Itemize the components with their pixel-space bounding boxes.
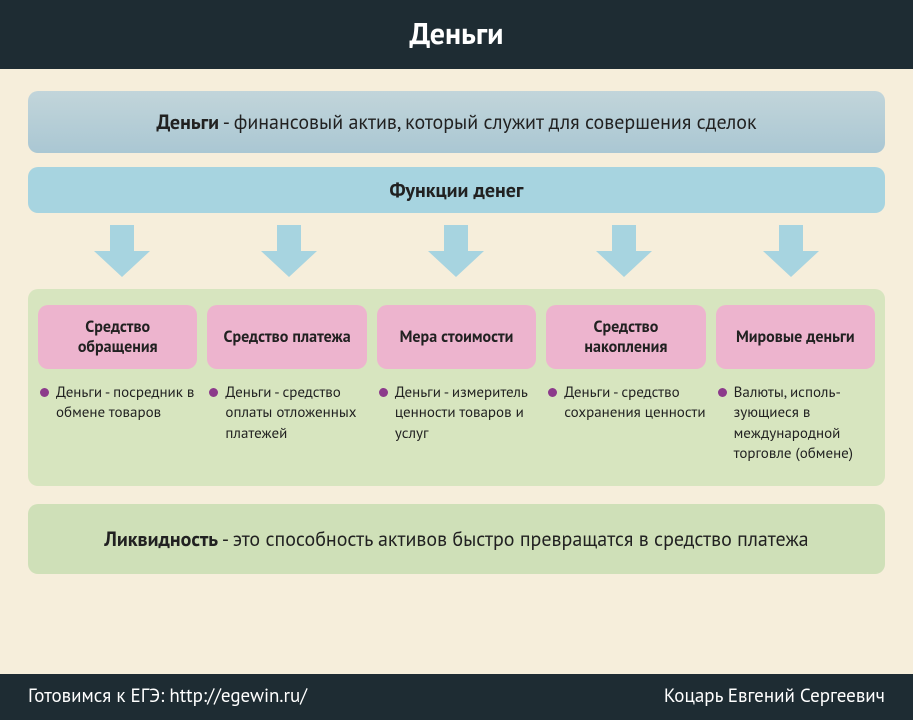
definition-text: - финансовый актив, который служит для с… [219,109,756,135]
down-arrow-icon [94,225,150,277]
page-title-bar: Деньги [0,0,913,69]
function-column: Мера стоимости Деньги - измеритель ценнос… [377,305,536,464]
footer-left: Готовимся к ЕГЭ: http://egewin.ru/ [28,684,307,708]
definition-term: Деньги [156,109,219,135]
function-column: Мировые деньги Валюты, исполь­зующиеся в … [716,305,875,464]
function-description: Деньги - измеритель ценности товаров и у… [377,383,536,444]
function-column: Средство накопления Деньги - средство сох… [546,305,705,464]
footer-right: Коцарь Евгений Сергеевич [664,684,885,708]
function-title: Средство накопления [546,305,705,369]
content-area: Деньги - финансовый актив, который служи… [0,69,913,574]
function-description: Деньги - посредник в обмене товаров [38,383,197,424]
footer-bar: Готовимся к ЕГЭ: http://egewin.ru/ Коцар… [0,674,913,720]
function-column: Средство платежа Деньги - средство оплаты… [207,305,366,464]
functions-header-text: Функции денег [390,177,524,203]
function-title: Средство платежа [207,305,366,369]
arrows-row [28,225,885,277]
down-arrow-icon [596,225,652,277]
functions-header: Функции денег [28,167,885,213]
liquidity-box: Ликвидность - это способность активов бы… [28,504,885,574]
down-arrow-icon [428,225,484,277]
function-title: Средство обращения [38,305,197,369]
function-title: Мера стоимости [377,305,536,369]
functions-panel: Средство обращения Деньги - посредник в о… [28,289,885,486]
function-column: Средство обращения Деньги - посредник в о… [38,305,197,464]
liquidity-text: - это способность активов быстро превращ… [218,526,808,552]
page-title: Деньги [410,14,504,53]
function-description: Деньги - средство оплаты отложенных плат… [207,383,366,444]
down-arrow-icon [261,225,317,277]
function-title: Мировые деньги [716,305,875,369]
definition-box: Деньги - финансовый актив, который служи… [28,91,885,153]
function-description: Деньги - средство сохра­нения ценности [546,383,705,424]
down-arrow-icon [763,225,819,277]
liquidity-term: Ликвидность [104,526,218,552]
function-description: Валюты, исполь­зующиеся в международной … [716,383,875,464]
